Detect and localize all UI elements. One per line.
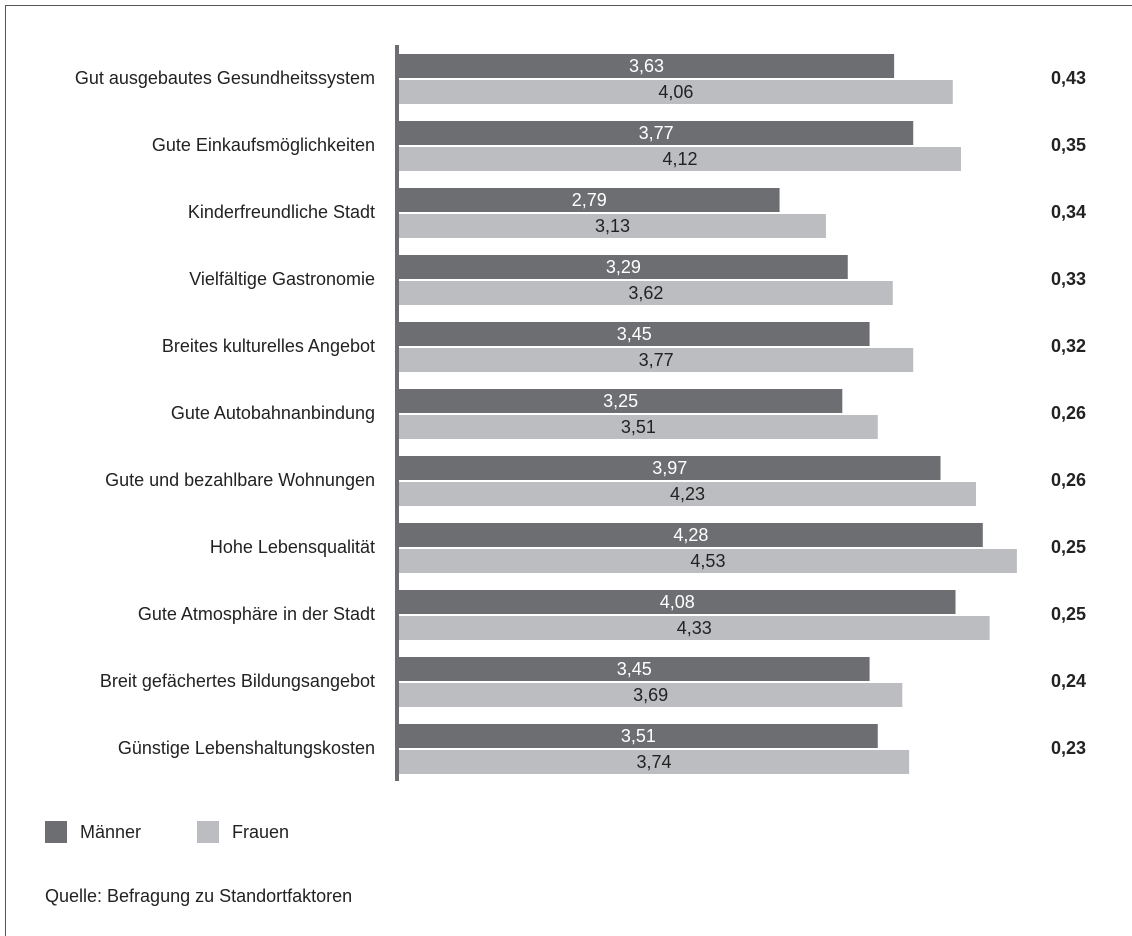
value-label: 4,33: [677, 618, 712, 638]
value-label: 4,28: [673, 525, 708, 545]
difference-label: 0,23: [1051, 738, 1086, 758]
legend-swatch: [45, 821, 67, 843]
bar: [399, 348, 914, 372]
value-label: 3,45: [617, 324, 652, 344]
bar: [399, 255, 848, 279]
category-label: Breit gefächertes Bildungsangebot: [100, 671, 375, 691]
bar: [399, 549, 1017, 573]
bar: [399, 482, 976, 506]
value-label: 3,51: [621, 726, 656, 746]
bar: [399, 322, 870, 346]
bar: [399, 590, 956, 614]
value-label: 3,25: [603, 391, 638, 411]
bar: [399, 121, 914, 145]
category-label: Gut ausgebautes Gesundheitssystem: [75, 68, 375, 88]
legend-swatch: [197, 821, 219, 843]
difference-label: 0,24: [1051, 671, 1086, 691]
bar: [399, 54, 895, 78]
value-label: 3,77: [639, 123, 674, 143]
value-label: 3,63: [629, 56, 664, 76]
value-label: 4,06: [658, 82, 693, 102]
source: Quelle: Befragung zu Standortfaktoren: [45, 886, 352, 906]
value-label: 4,08: [660, 592, 695, 612]
bar: [399, 389, 843, 413]
bar: [399, 147, 961, 171]
bar: [399, 80, 953, 104]
value-label: 4,12: [662, 149, 697, 169]
bar: [399, 523, 983, 547]
category-label: Gute Einkaufsmöglichkeiten: [152, 135, 375, 155]
value-label: 3,62: [628, 283, 663, 303]
difference-label: 0,34: [1051, 202, 1086, 222]
value-label: 4,53: [690, 551, 725, 571]
value-label: 3,97: [652, 458, 687, 478]
bar: [399, 415, 878, 439]
value-label: 3,69: [633, 685, 668, 705]
category-label: Gute und bezahlbare Wohnungen: [105, 470, 375, 490]
category-label: Kinderfreundliche Stadt: [188, 202, 375, 222]
bar: [399, 281, 893, 305]
category-label: Gute Atmosphäre in der Stadt: [138, 604, 375, 624]
bar: [399, 724, 878, 748]
difference-label: 0,35: [1051, 135, 1086, 155]
bar: [399, 683, 903, 707]
difference-label: 0,25: [1051, 604, 1086, 624]
value-label: 3,13: [595, 216, 630, 236]
frame: [5, 5, 1132, 936]
difference-label: 0,43: [1051, 68, 1086, 88]
bar: [399, 616, 990, 640]
legend-label: Männer: [80, 822, 141, 842]
difference-label: 0,26: [1051, 403, 1086, 423]
value-label: 2,79: [572, 190, 607, 210]
value-label: 3,29: [606, 257, 641, 277]
value-label: 3,74: [637, 752, 672, 772]
category-label: Günstige Lebenshaltungskosten: [118, 738, 375, 758]
value-label: 3,51: [621, 417, 656, 437]
bar: [399, 456, 941, 480]
bar: [399, 214, 826, 238]
difference-label: 0,26: [1051, 470, 1086, 490]
category-label: Gute Autobahnanbindung: [171, 403, 375, 423]
difference-label: 0,25: [1051, 537, 1086, 557]
bar: [399, 750, 910, 774]
value-label: 4,23: [670, 484, 705, 504]
category-label: Vielfältige Gastronomie: [189, 269, 375, 289]
category-label: Breites kulturelles Angebot: [162, 336, 375, 356]
bar: [399, 188, 780, 212]
difference-label: 0,33: [1051, 269, 1086, 289]
difference-label: 0,32: [1051, 336, 1086, 356]
bar: [399, 657, 870, 681]
category-label: Hohe Lebensqualität: [210, 537, 375, 557]
value-label: 3,45: [617, 659, 652, 679]
legend-label: Frauen: [232, 822, 289, 842]
value-label: 3,77: [639, 350, 674, 370]
